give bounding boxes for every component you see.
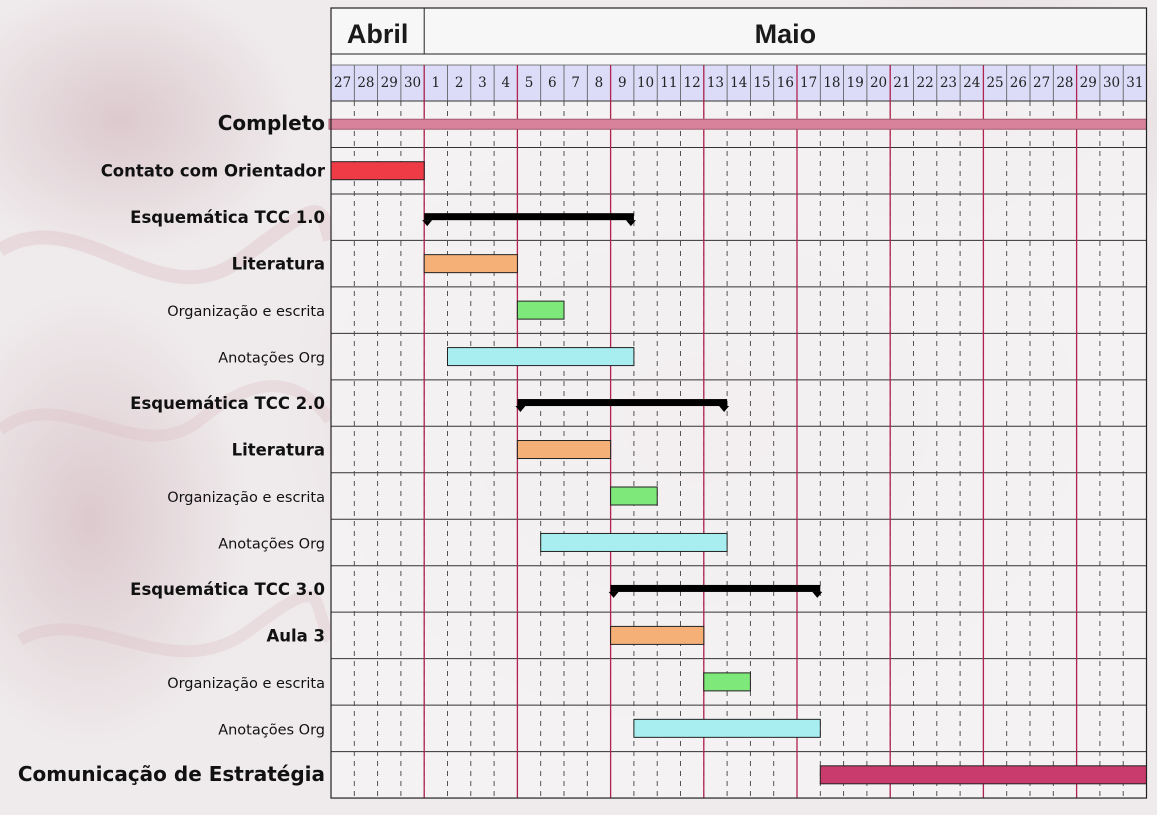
group-bar-end-marker [719, 406, 730, 413]
task-label: Comunicação de Estratégia [18, 762, 325, 786]
literature-bar[interactable] [516, 440, 612, 460]
day-label: 29 [381, 75, 398, 91]
day-label: 24 [963, 75, 980, 91]
day-label: 3 [478, 75, 487, 91]
group-bar-start-marker [515, 406, 526, 413]
day-label: 1 [432, 75, 441, 91]
chart-frame [330, 7, 1148, 799]
day-label: 8 [595, 75, 604, 91]
day-label: 10 [637, 75, 654, 91]
writing-bar[interactable] [610, 486, 658, 506]
day-label: 2 [455, 75, 464, 91]
day-label: 16 [777, 75, 794, 91]
day-label: 19 [847, 75, 864, 91]
task-label: Literatura [232, 441, 325, 460]
task-label: Anotações Org [218, 722, 325, 738]
day-label: 20 [870, 75, 887, 91]
task-label: Completo [218, 111, 325, 135]
day-label: 28 [1056, 75, 1073, 91]
group-bar[interactable] [517, 399, 728, 407]
day-label: 9 [618, 75, 627, 91]
notes-bar[interactable] [447, 347, 635, 367]
month-label-maio: Maio [755, 19, 817, 49]
day-label: 21 [893, 75, 910, 91]
task-label: Organização e escrita [167, 676, 325, 692]
grid-body-background [331, 101, 1147, 799]
day-label: 15 [753, 75, 770, 91]
writing-bar[interactable] [516, 300, 565, 320]
day-label: 18 [823, 75, 840, 91]
task-label: Organização e escrita [167, 304, 325, 320]
day-label: 13 [707, 75, 724, 91]
day-label: 27 [334, 75, 351, 91]
day-label: 7 [571, 75, 580, 91]
day-label: 6 [548, 75, 557, 91]
day-label: 26 [1010, 75, 1027, 91]
day-label: 17 [800, 75, 817, 91]
group-bar-start-marker [422, 220, 433, 227]
day-label: 11 [660, 75, 677, 91]
task-label: Anotações Org [218, 351, 325, 367]
contact-bar[interactable] [330, 161, 425, 181]
group-bar-end-marker [812, 591, 823, 598]
notes-bar[interactable] [633, 718, 821, 738]
task-label: Literatura [232, 255, 325, 274]
day-label: 12 [684, 75, 701, 91]
literature-bar[interactable] [423, 254, 518, 274]
group-bar[interactable] [424, 213, 634, 221]
group-bar[interactable] [610, 584, 821, 592]
day-label: 5 [525, 75, 534, 91]
complete-bar[interactable] [328, 118, 1147, 130]
day-label: 23 [940, 75, 957, 91]
task-label: Esquemática TCC 1.0 [130, 208, 325, 227]
task-label: Organização e escrita [167, 490, 325, 506]
day-header-band [331, 65, 1147, 101]
task-label: Aula 3 [266, 626, 325, 645]
day-label: 28 [357, 75, 374, 91]
day-label: 22 [917, 75, 934, 91]
day-label: 25 [986, 75, 1003, 91]
month-header-background [331, 8, 1147, 54]
task-label: Anotações Org [218, 536, 325, 552]
task-label: Contato com Orientador [101, 162, 326, 181]
task-label: Esquemática TCC 2.0 [130, 394, 325, 413]
month-label-abril: Abril [347, 19, 409, 49]
writing-bar[interactable] [703, 672, 751, 692]
day-label: 27 [1033, 75, 1050, 91]
task-label: Esquemática TCC 3.0 [130, 580, 325, 599]
group-bar-end-marker [625, 220, 636, 227]
day-label: 29 [1080, 75, 1097, 91]
day-label: 30 [1103, 75, 1120, 91]
day-label: 14 [730, 75, 747, 91]
day-label: 31 [1126, 75, 1143, 91]
notes-bar[interactable] [540, 532, 728, 552]
day-label: 30 [404, 75, 421, 91]
strategy-bar[interactable] [819, 765, 1147, 785]
literature-bar[interactable] [610, 625, 705, 645]
day-label: 4 [501, 75, 510, 91]
group-bar-start-marker [608, 591, 619, 598]
